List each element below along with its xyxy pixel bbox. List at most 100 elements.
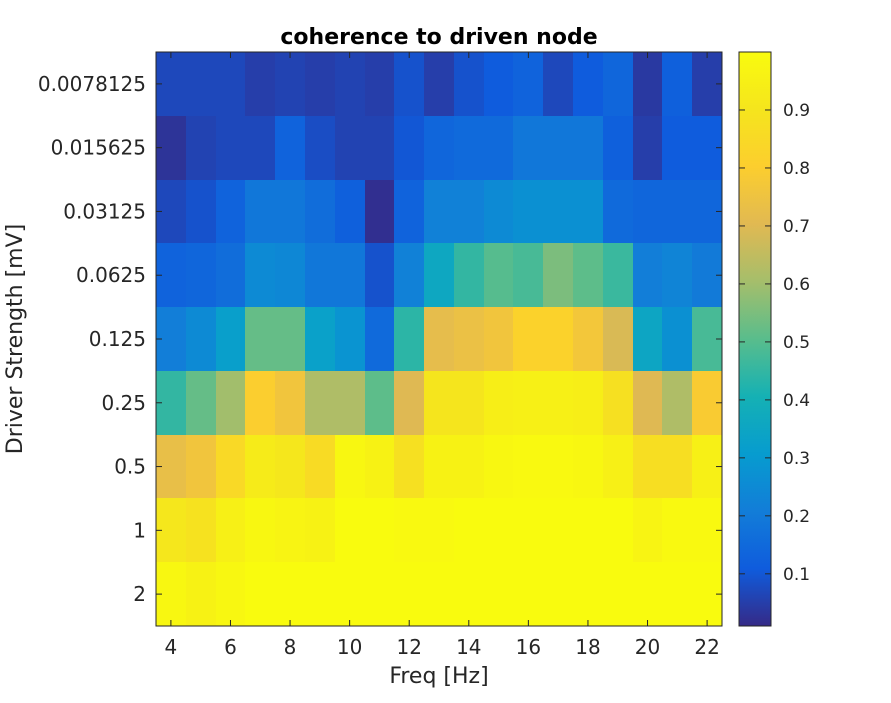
heatmap-cell-r7-c8 — [394, 498, 424, 562]
heatmap-cell-r3-c17 — [662, 243, 692, 307]
heatmap-cell-r6-c3 — [245, 435, 275, 498]
heatmap-cell-r5-c14 — [573, 371, 603, 435]
heatmap-cell-r3-c13 — [543, 243, 573, 307]
heatmap-cell-r4-c5 — [305, 307, 335, 371]
heatmap-cell-r7-c13 — [543, 498, 573, 562]
heatmap-cell-r2-c4 — [275, 180, 305, 243]
heatmap-cell-r3-c16 — [633, 243, 662, 307]
x-axis-label: Freq [Hz] — [389, 664, 488, 689]
heatmap-cell-r1-c4 — [275, 116, 305, 180]
heatmap-cell-r6-c2 — [216, 435, 245, 498]
heatmap-cell-r6-c4 — [275, 435, 305, 498]
heatmap-cell-r2-c9 — [424, 180, 454, 243]
heatmap-cells — [156, 52, 722, 626]
heatmap-cell-r7-c3 — [245, 498, 275, 562]
heatmap-cell-r3-c2 — [216, 243, 245, 307]
heatmap-cell-r3-c3 — [245, 243, 275, 307]
colorbar-tick-label: 0.4 — [783, 391, 810, 411]
heatmap-cell-r0-c15 — [603, 52, 633, 116]
chart-title: coherence to driven node — [280, 25, 597, 50]
heatmap-cell-r3-c6 — [335, 243, 365, 307]
heatmap-cell-r6-c7 — [365, 435, 394, 498]
heatmap-cell-r7-c10 — [454, 498, 484, 562]
heatmap-cell-r1-c3 — [245, 116, 275, 180]
y-tick-label: 0.0625 — [76, 263, 146, 287]
y-tick-label: 0.03125 — [63, 199, 146, 223]
heatmap-cell-r8-c11 — [484, 562, 513, 626]
heatmap-cell-r7-c4 — [275, 498, 305, 562]
heatmap-cell-r7-c9 — [424, 498, 454, 562]
heatmap-cell-r3-c10 — [454, 243, 484, 307]
heatmap-cell-r4-c6 — [335, 307, 365, 371]
heatmap-cell-r0-c11 — [484, 52, 513, 116]
heatmap-cell-r1-c5 — [305, 116, 335, 180]
heatmap-cell-r7-c14 — [573, 498, 603, 562]
x-tick-label: 10 — [337, 635, 362, 659]
heatmap-cell-r8-c6 — [335, 562, 365, 626]
heatmap-cell-r4-c7 — [365, 307, 394, 371]
heatmap-cell-r2-c5 — [305, 180, 335, 243]
heatmap-cell-r5-c16 — [633, 371, 662, 435]
heatmap-cell-r8-c14 — [573, 562, 603, 626]
heatmap-cell-r8-c2 — [216, 562, 245, 626]
heatmap-cell-r8-c8 — [394, 562, 424, 626]
heatmap-cell-r2-c17 — [662, 180, 692, 243]
heatmap-cell-r5-c12 — [513, 371, 543, 435]
heatmap-cell-r5-c6 — [335, 371, 365, 435]
heatmap-cell-r3-c11 — [484, 243, 513, 307]
y-tick-label: 1 — [133, 518, 146, 542]
heatmap-cell-r4-c11 — [484, 307, 513, 371]
heatmap-cell-r4-c2 — [216, 307, 245, 371]
heatmap-cell-r4-c16 — [633, 307, 662, 371]
heatmap-cell-r0-c4 — [275, 52, 305, 116]
heatmap-cell-r8-c1 — [186, 562, 216, 626]
heatmap-cell-r4-c1 — [186, 307, 216, 371]
heatmap-cell-r2-c12 — [513, 180, 543, 243]
x-tick-label: 20 — [635, 635, 660, 659]
heatmap-cell-r6-c13 — [543, 435, 573, 498]
heatmap-cell-r2-c16 — [633, 180, 662, 243]
colorbar-gradient — [738, 51, 772, 627]
heatmap-cell-r5-c13 — [543, 371, 573, 435]
heatmap-cell-r5-c10 — [454, 371, 484, 435]
colorbar-tick-label: 0.5 — [783, 333, 810, 353]
heatmap-cell-r0-c3 — [245, 52, 275, 116]
heatmap-cell-r1-c17 — [662, 116, 692, 180]
heatmap-cell-r2-c3 — [245, 180, 275, 243]
heatmap-cell-r7-c6 — [335, 498, 365, 562]
heatmap-cell-r5-c7 — [365, 371, 394, 435]
heatmap-cell-r6-c1 — [186, 435, 216, 498]
x-tick-label: 4 — [165, 635, 178, 659]
heatmap-cell-r6-c10 — [454, 435, 484, 498]
heatmap-cell-r6-c17 — [662, 435, 692, 498]
x-tick-label: 14 — [456, 635, 481, 659]
heatmap-cell-r0-c10 — [454, 52, 484, 116]
heatmap-cell-r0-c12 — [513, 52, 543, 116]
heatmap-cell-r2-c10 — [454, 180, 484, 243]
heatmap-cell-r4-c8 — [394, 307, 424, 371]
x-tick-label: 8 — [284, 635, 297, 659]
y-tick-label: 0.125 — [89, 327, 146, 351]
heatmap-cell-r8-c9 — [424, 562, 454, 626]
heatmap-cell-r2-c6 — [335, 180, 365, 243]
heatmap-cell-r3-c7 — [365, 243, 394, 307]
x-axis: 4 6 8 10 12 14 16 18 20 22 — [165, 52, 720, 659]
heatmap-cell-r8-c3 — [245, 562, 275, 626]
heatmap-cell-r7-c12 — [513, 498, 543, 562]
heatmap-cell-r8-c16 — [633, 562, 662, 626]
heatmap-cell-r5-c1 — [186, 371, 216, 435]
y-tick-label: 2 — [133, 582, 146, 606]
x-tick-label: 12 — [396, 635, 421, 659]
heatmap-cell-r0-c17 — [662, 52, 692, 116]
heatmap-cell-r5-c9 — [424, 371, 454, 435]
y-tick-label: 0.0078125 — [38, 72, 146, 96]
heatmap-cell-r7-c11 — [484, 498, 513, 562]
heatmap-cell-r5-c8 — [394, 371, 424, 435]
heatmap-cell-r6-c6 — [335, 435, 365, 498]
heatmap-cell-r1-c15 — [603, 116, 633, 180]
heatmap-cell-r0-c16 — [633, 52, 662, 116]
heatmap-cell-r2-c15 — [603, 180, 633, 243]
heatmap-cell-r1-c14 — [573, 116, 603, 180]
heatmap-cell-r6-c11 — [484, 435, 513, 498]
